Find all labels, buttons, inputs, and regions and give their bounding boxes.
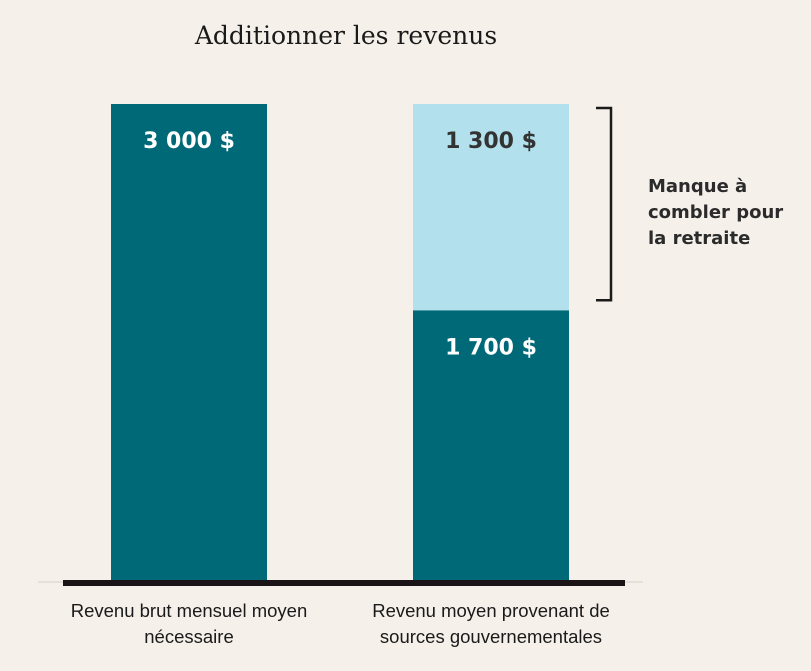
- annotation: Manque à combler pour la retraite: [648, 176, 784, 249]
- bar-segment: [413, 310, 569, 580]
- x-tick-label: Revenu moyen provenant de sources gouver…: [372, 600, 610, 647]
- bar-segment: [111, 104, 267, 580]
- chart-title: Additionner les revenus: [194, 21, 497, 50]
- value-label: 1 700 $: [445, 335, 537, 360]
- bracket: [596, 106, 613, 302]
- value-label: 3 000 $: [143, 129, 235, 154]
- value-label: 1 300 $: [445, 129, 537, 154]
- bar-segment: [413, 104, 569, 311]
- x-tick-label: Revenu brut mensuel moyen nécessaire: [70, 600, 308, 647]
